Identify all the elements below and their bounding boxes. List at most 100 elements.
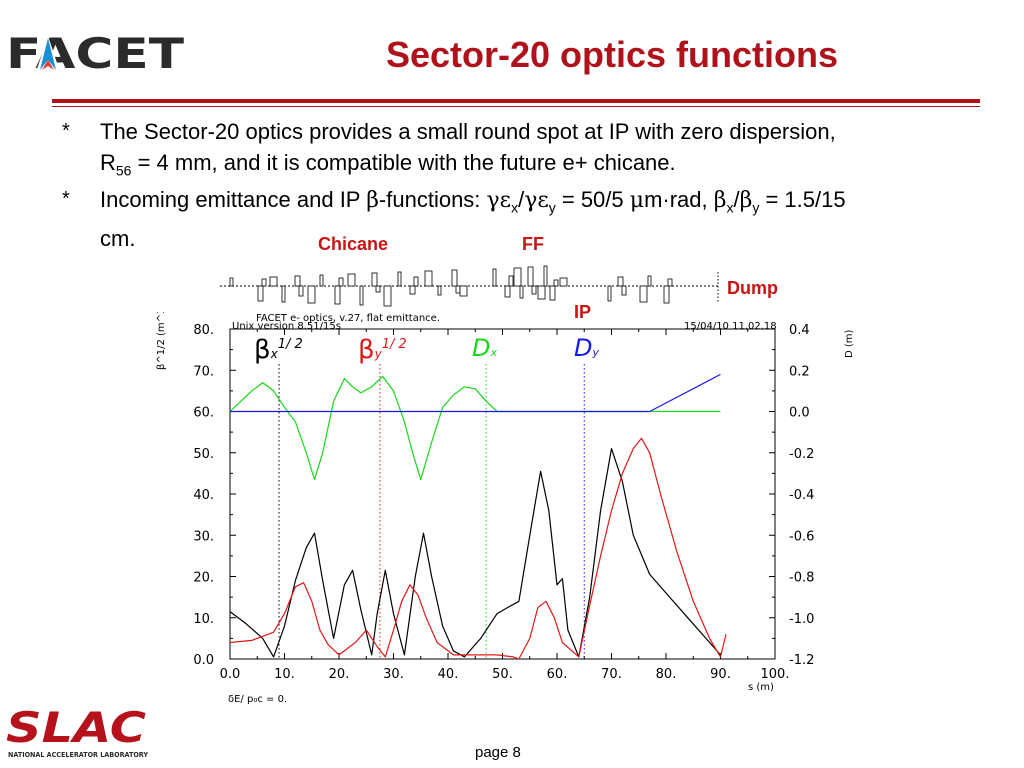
- facet-logo: FACET: [6, 29, 186, 78]
- y-tick-label-left: 70.: [193, 364, 214, 379]
- x-tick-label: 50.: [492, 667, 513, 682]
- y-tick-label-right: 0.0: [789, 406, 810, 421]
- legend-by: βy1/ 2: [358, 335, 407, 365]
- y-tick-label-left: 20.: [193, 571, 214, 586]
- y-axis-label-right: D (m): [844, 329, 855, 358]
- chart-header-line1: FACET e- optics, v.27, flat emittance.: [256, 313, 440, 324]
- series-line: [229, 437, 727, 660]
- y-tick-label-right: -0.2: [789, 447, 814, 462]
- facet-logo-text: FACET: [6, 30, 184, 78]
- lattice-magnet: [298, 285, 304, 297]
- y-tick-label-right: 0.4: [789, 323, 810, 338]
- plot-frame: [229, 328, 776, 660]
- title-rule: [52, 99, 980, 103]
- beamline-lattice: [220, 265, 720, 307]
- y-tick-label-right: 0.2: [789, 364, 810, 379]
- lattice-magnet: [667, 278, 673, 287]
- lattice-magnet: [451, 269, 458, 287]
- lattice-magnet: [508, 275, 514, 287]
- bullet-2-line2: cm.: [100, 226, 136, 252]
- lattice-elements: [229, 265, 719, 307]
- lattice-magnet: [383, 285, 392, 307]
- lattice-magnet: [455, 285, 461, 294]
- series-line: [230, 373, 721, 413]
- y-tick-label-left: 60.: [193, 406, 214, 421]
- facet-logo-graphic: FACET: [6, 29, 184, 78]
- x-tick-label: 60.: [547, 667, 568, 682]
- lattice-magnet: [424, 270, 433, 287]
- y-tick-label-right: -1.0: [789, 612, 814, 627]
- y-tick-label-left: 50.: [193, 447, 214, 462]
- lattice-magnet: [527, 266, 534, 287]
- lattice-magnet: [371, 272, 378, 287]
- y-tick-label-right: -0.8: [789, 571, 814, 586]
- ff-label: FF: [522, 234, 544, 254]
- bullet-marker: *: [62, 120, 70, 142]
- lattice-magnet: [347, 273, 356, 287]
- page-number: page 8: [475, 744, 521, 761]
- chart-header-line2: Unix version 8.51/15s: [232, 321, 341, 332]
- lattice-magnet: [549, 285, 556, 301]
- lattice-magnet: [537, 285, 546, 300]
- x-tick-label: 80.: [656, 667, 677, 682]
- delta-footer: δE/ p₀c = 0.: [228, 694, 287, 705]
- x-tick-label: 40.: [438, 667, 459, 682]
- lattice-magnet: [319, 274, 324, 287]
- lattice-magnet: [261, 278, 267, 287]
- x-tick-label: 10.: [274, 667, 295, 682]
- bullet-1-line1: The Sector-20 optics provides a small ro…: [100, 119, 836, 144]
- ip-label: IP: [574, 302, 592, 322]
- lattice-magnet: [647, 275, 652, 287]
- legend-bx: βx1/ 2: [254, 335, 303, 365]
- y-tick-label-right: -0.4: [789, 488, 814, 503]
- lattice-magnet: [334, 285, 341, 305]
- lattice-magnet: [409, 285, 416, 295]
- lattice-magnet: [359, 285, 364, 306]
- lattice-magnet: [294, 275, 301, 287]
- lattice-magnet: [617, 276, 624, 287]
- lattice-magnet: [307, 285, 316, 304]
- lattice-magnet: [504, 285, 511, 298]
- series-line: [229, 375, 721, 481]
- lattice-magnet: [607, 285, 612, 302]
- x-tick-label: 70.: [601, 667, 622, 682]
- bullet-2: Incoming emittance and IP β-functions: γ…: [100, 184, 1000, 254]
- lattice-magnet: [375, 285, 381, 293]
- series-legend: βx1/ 2 βy1/ 2 Dx Dy: [254, 334, 599, 365]
- chart-header-date: 15/04/10 11.02.18: [684, 321, 777, 332]
- y-tick-label-left: 80.: [193, 323, 214, 338]
- lattice-magnet: [257, 285, 264, 302]
- legend-dy: Dy: [574, 334, 599, 362]
- title-rule-thin: [52, 106, 980, 107]
- bullet-1: The Sector-20 optics provides a small ro…: [100, 116, 1000, 186]
- y-tick-label-left: 10.: [193, 612, 214, 627]
- lattice-magnet: [543, 265, 548, 287]
- lattice-magnet: [621, 285, 627, 296]
- y-axis-label-left: β^1/2 (m^1/2): [156, 312, 167, 370]
- slac-logo: SLAC NATIONAL ACCELERATOR LABORATORY: [4, 702, 154, 762]
- slac-logo-text: SLAC: [6, 703, 146, 752]
- lattice-magnet: [513, 267, 522, 287]
- lattice-magnet: [397, 271, 402, 287]
- lattice-magnet: [437, 285, 442, 296]
- legend-dx: Dx: [472, 334, 497, 362]
- lattice-magnet: [269, 276, 278, 287]
- lattice-magnet: [229, 277, 234, 287]
- lattice-magnet: [553, 279, 559, 287]
- x-tick-label: 30.: [383, 667, 404, 682]
- lattice-magnet: [531, 285, 537, 295]
- bullet-1-line2: R56 = 4 mm, and it is compatible with th…: [100, 150, 676, 179]
- lattice-magnet: [559, 277, 568, 287]
- lattice-magnet: [338, 277, 344, 287]
- lattice-magnet: [519, 285, 524, 299]
- slac-logo-subtitle: NATIONAL ACCELERATOR LABORATORY: [8, 751, 149, 759]
- lattice-magnet: [663, 285, 670, 304]
- y-tick-label-left: 0.0: [193, 653, 214, 668]
- y-tick-label-left: 30.: [193, 529, 214, 544]
- x-tick-label: 0.0: [220, 667, 241, 682]
- x-tick-label: 20.: [329, 667, 350, 682]
- bullet-marker: *: [62, 188, 70, 210]
- page-title: Sector-20 optics functions: [385, 34, 839, 75]
- slac-logo-graphic: SLAC NATIONAL ACCELERATOR LABORATORY: [6, 703, 149, 759]
- lattice-magnet: [639, 285, 648, 303]
